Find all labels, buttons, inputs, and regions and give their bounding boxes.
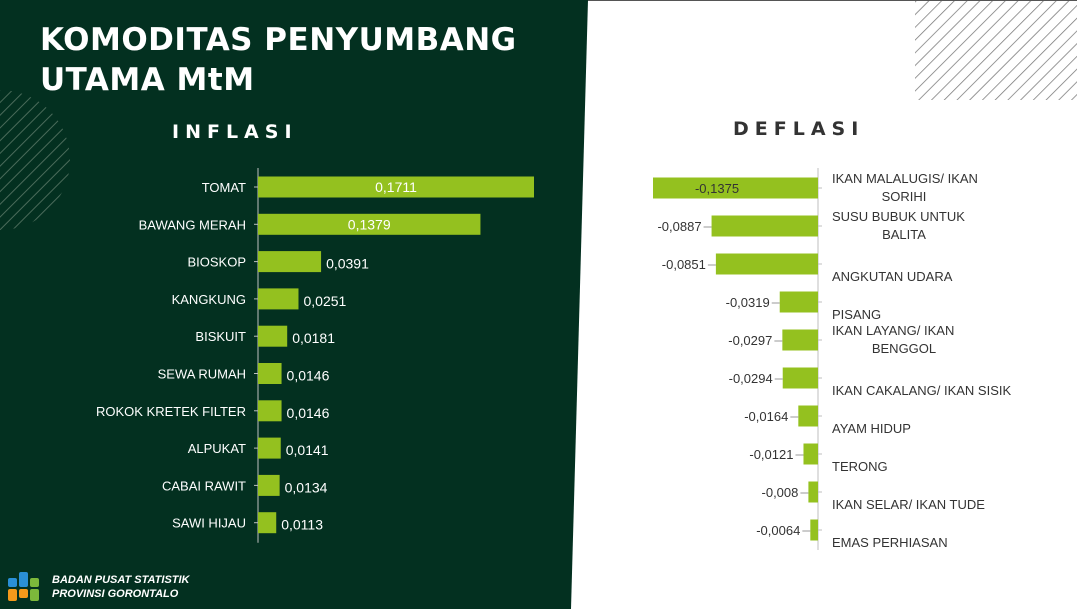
deflasi-bar <box>711 215 818 237</box>
inflasi-category-label: SEWA RUMAH <box>158 367 246 382</box>
deflasi-category-label: IKAN SELAR/ IKAN TUDE <box>832 497 985 512</box>
deflasi-bar <box>808 481 818 503</box>
deflasi-category-label: PISANG <box>832 307 881 322</box>
title-line-1: KOMODITAS PENYUMBANG <box>40 22 517 58</box>
deflasi-category-label: IKAN LAYANG/ IKAN <box>832 323 954 338</box>
deflasi-category-label: IKAN MALALUGIS/ IKAN <box>832 171 978 186</box>
inflasi-bar <box>258 363 282 384</box>
inflasi-category-label: TOMAT <box>202 180 246 195</box>
deflasi-bar <box>715 253 818 275</box>
deflasi-bar <box>803 443 818 465</box>
inflasi-bar <box>258 437 281 459</box>
inflasi-title: INFLASI <box>172 121 298 143</box>
deflasi-category-label-line2: BALITA <box>882 227 926 242</box>
inflasi-bar <box>258 288 299 310</box>
inflasi-value-label: 0,1379 <box>348 216 391 232</box>
hatched-circle-decoration <box>0 90 70 230</box>
inflasi-bar <box>258 213 481 235</box>
deflasi-category-label: ANGKUTAN UDARA <box>832 269 953 284</box>
deflasi-value-label: -0,008 <box>762 485 799 500</box>
deflasi-category-label: SUSU BUBUK UNTUK <box>832 209 965 224</box>
deflasi-bar <box>779 291 818 313</box>
inflasi-value-label: 0,0181 <box>292 330 335 346</box>
inflasi-category-label: ALPUKAT <box>188 441 246 456</box>
deflasi-category-label: EMAS PERHIASAN <box>832 535 948 550</box>
deflasi-category-label-line2: BENGGOL <box>872 341 936 356</box>
inflasi-value-label: 0,0146 <box>287 405 330 421</box>
page-title: KOMODITAS PENYUMBANG UTAMA MtM <box>40 20 517 100</box>
organization-name: BADAN PUSAT STATISTIK PROVINSI GORONTALO <box>52 573 190 601</box>
inflasi-bar <box>258 512 277 534</box>
inflasi-value-label: 0,0113 <box>281 517 323 533</box>
inflasi-category-label: ROKOK KRETEK FILTER <box>96 404 246 419</box>
deflasi-value-label: -0,0851 <box>662 257 706 272</box>
deflasi-bar <box>810 519 818 541</box>
inflasi-bar <box>258 400 282 422</box>
inflasi-value-label: 0,0141 <box>286 442 329 458</box>
deflasi-bar <box>798 405 818 427</box>
inflasi-value-label: 0,1711 <box>375 179 417 195</box>
organization-line-2: PROVINSI GORONTALO <box>52 588 179 600</box>
deflasi-value-label: -0,0064 <box>756 523 800 538</box>
inflasi-value-label: 0,0251 <box>303 293 346 309</box>
inflasi-value-label: 0,0134 <box>285 479 328 495</box>
deflasi-value-label: -0,0164 <box>744 409 788 424</box>
deflasi-category-label: AYAM HIDUP <box>832 421 911 436</box>
deflasi-bar <box>782 329 818 351</box>
deflasi-category-label: TERONG <box>832 459 888 474</box>
inflasi-category-label: BAWANG MERAH <box>139 217 246 232</box>
deflasi-value-label: -0,0319 <box>726 295 770 310</box>
inflasi-category-label: BIOSKOP <box>187 255 246 270</box>
hatched-square-decoration <box>915 0 1077 100</box>
inflasi-category-label: KANGKUNG <box>172 292 246 307</box>
inflasi-category-label: CABAI RAWIT <box>162 478 246 493</box>
deflasi-category-label: IKAN CAKALANG/ IKAN SISIK <box>832 383 1011 398</box>
inflasi-category-label: SAWI HIJAU <box>172 516 246 531</box>
deflasi-value-label: -0,0121 <box>749 447 793 462</box>
deflasi-bar <box>653 177 818 199</box>
bps-logo-icon <box>8 572 39 601</box>
inflasi-category-label: BISKUIT <box>195 329 246 344</box>
deflasi-title: DEFLASI <box>733 118 865 140</box>
inflasi-value-label: 0,0391 <box>326 256 369 272</box>
inflasi-bar <box>258 474 280 496</box>
deflasi-bar <box>782 367 818 389</box>
title-line-2: UTAMA MtM <box>40 62 255 98</box>
inflasi-bar <box>258 176 534 198</box>
organization-line-1: BADAN PUSAT STATISTIK <box>52 574 190 586</box>
inflasi-value-label: 0,0146 <box>287 368 330 384</box>
inflasi-bar <box>258 251 322 273</box>
inflasi-bar <box>258 325 288 347</box>
deflasi-value-label: -0,0887 <box>657 219 701 234</box>
deflasi-value-label: -0,0297 <box>728 333 772 348</box>
deflasi-value-label: -0,0294 <box>729 371 773 386</box>
deflasi-category-label-line2: SORIHI <box>882 189 927 204</box>
deflasi-value-label: -0,1375 <box>695 181 739 196</box>
